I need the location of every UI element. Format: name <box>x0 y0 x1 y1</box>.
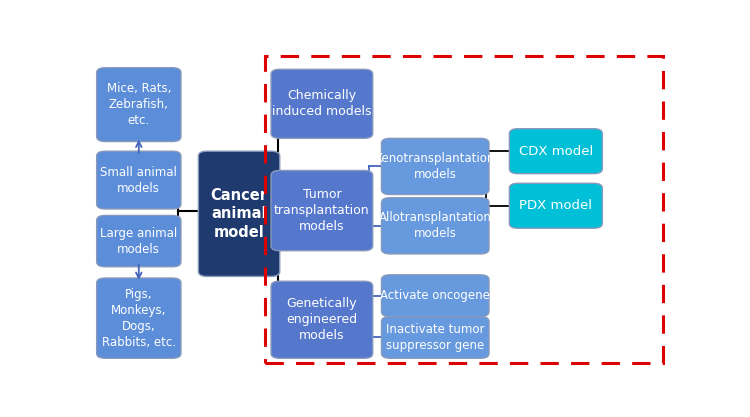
Text: Tumor
transplantation
models: Tumor transplantation models <box>274 188 370 233</box>
Text: Pigs,
Monkeys,
Dogs,
Rabbits, etc.: Pigs, Monkeys, Dogs, Rabbits, etc. <box>102 288 176 349</box>
FancyBboxPatch shape <box>382 198 489 254</box>
FancyBboxPatch shape <box>382 138 489 194</box>
Text: Activate oncogene: Activate oncogene <box>380 289 490 302</box>
Text: Mice, Rats,
Zebrafish,
etc.: Mice, Rats, Zebrafish, etc. <box>106 82 171 127</box>
Text: PDX model: PDX model <box>519 199 593 212</box>
Text: Genetically
engineered
models: Genetically engineered models <box>286 297 358 342</box>
FancyBboxPatch shape <box>509 183 602 228</box>
FancyBboxPatch shape <box>271 171 373 251</box>
Text: Large animal
models: Large animal models <box>100 226 178 256</box>
FancyBboxPatch shape <box>97 68 181 141</box>
Text: CDX model: CDX model <box>519 145 593 158</box>
Text: Xenotransplantation
models: Xenotransplantation models <box>375 152 496 181</box>
FancyBboxPatch shape <box>382 275 489 317</box>
Text: Inactivate tumor
suppressor gene: Inactivate tumor suppressor gene <box>386 323 484 352</box>
FancyBboxPatch shape <box>97 216 181 267</box>
FancyBboxPatch shape <box>271 281 373 358</box>
FancyBboxPatch shape <box>198 151 280 276</box>
FancyBboxPatch shape <box>509 129 602 173</box>
Text: Chemically
induced models: Chemically induced models <box>272 89 372 118</box>
FancyBboxPatch shape <box>271 69 373 138</box>
FancyBboxPatch shape <box>97 151 181 209</box>
Text: Small animal
models: Small animal models <box>100 166 177 195</box>
FancyBboxPatch shape <box>97 278 181 358</box>
FancyBboxPatch shape <box>382 317 489 358</box>
Text: Allotransplantation
models: Allotransplantation models <box>379 211 492 240</box>
Text: Cancer
animal
model: Cancer animal model <box>211 188 268 240</box>
